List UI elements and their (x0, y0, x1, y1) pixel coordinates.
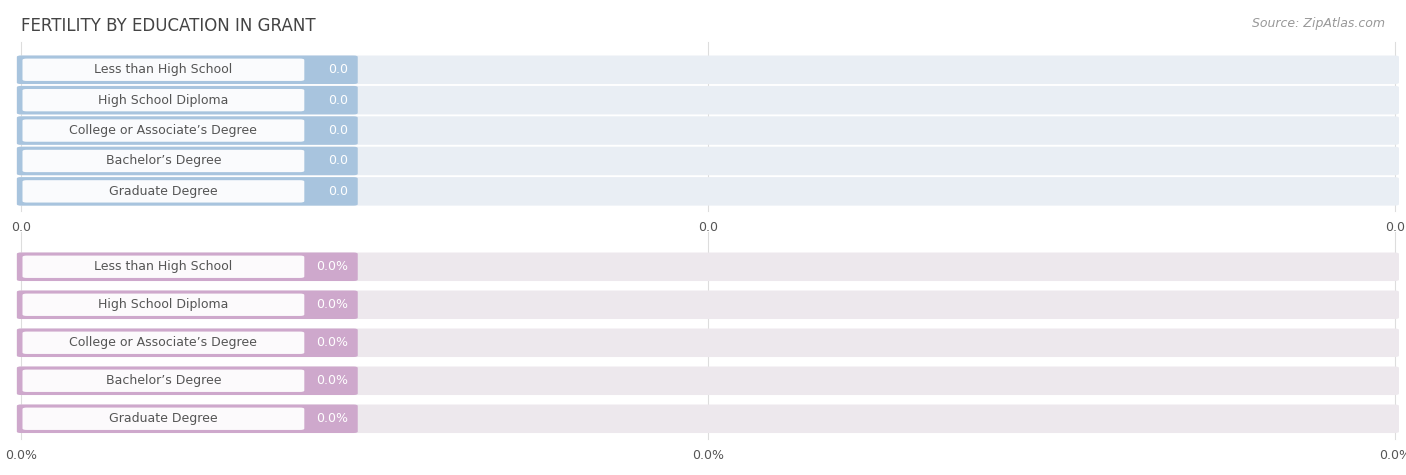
Text: 0.0: 0.0 (328, 154, 347, 168)
FancyBboxPatch shape (17, 116, 1399, 145)
Text: 0.0: 0.0 (697, 221, 718, 234)
Text: Bachelor’s Degree: Bachelor’s Degree (105, 374, 221, 387)
Text: 0.0: 0.0 (328, 124, 347, 137)
FancyBboxPatch shape (22, 370, 304, 392)
FancyBboxPatch shape (17, 86, 1399, 114)
FancyBboxPatch shape (22, 294, 304, 316)
Text: High School Diploma: High School Diploma (98, 94, 229, 107)
FancyBboxPatch shape (17, 56, 357, 84)
Text: FERTILITY BY EDUCATION IN GRANT: FERTILITY BY EDUCATION IN GRANT (21, 17, 316, 35)
FancyBboxPatch shape (22, 150, 304, 172)
Text: Less than High School: Less than High School (94, 63, 232, 76)
Text: Source: ZipAtlas.com: Source: ZipAtlas.com (1251, 17, 1385, 29)
Text: 0.0%: 0.0% (6, 449, 37, 462)
Text: Less than High School: Less than High School (94, 260, 232, 273)
Text: 0.0%: 0.0% (316, 336, 347, 349)
Text: Bachelor’s Degree: Bachelor’s Degree (105, 154, 221, 168)
FancyBboxPatch shape (22, 89, 304, 111)
FancyBboxPatch shape (22, 408, 304, 430)
Text: 0.0: 0.0 (1385, 221, 1405, 234)
FancyBboxPatch shape (22, 180, 304, 202)
Text: 0.0: 0.0 (328, 63, 347, 76)
FancyBboxPatch shape (17, 116, 357, 145)
FancyBboxPatch shape (17, 253, 1399, 281)
FancyBboxPatch shape (17, 253, 357, 281)
Text: 0.0%: 0.0% (316, 374, 347, 387)
Text: 0.0: 0.0 (328, 185, 347, 198)
Text: 0.0%: 0.0% (316, 260, 347, 273)
Text: College or Associate’s Degree: College or Associate’s Degree (69, 336, 257, 349)
FancyBboxPatch shape (22, 332, 304, 354)
FancyBboxPatch shape (22, 256, 304, 278)
Text: High School Diploma: High School Diploma (98, 298, 229, 311)
Text: 0.0%: 0.0% (692, 449, 724, 462)
FancyBboxPatch shape (17, 291, 357, 319)
FancyBboxPatch shape (22, 58, 304, 81)
Text: 0.0: 0.0 (11, 221, 31, 234)
FancyBboxPatch shape (17, 86, 357, 114)
Text: 0.0: 0.0 (328, 94, 347, 107)
FancyBboxPatch shape (22, 119, 304, 142)
Text: College or Associate’s Degree: College or Associate’s Degree (69, 124, 257, 137)
Text: 0.0%: 0.0% (316, 298, 347, 311)
FancyBboxPatch shape (17, 405, 1399, 433)
Text: Graduate Degree: Graduate Degree (110, 185, 218, 198)
Text: 0.0%: 0.0% (316, 412, 347, 425)
FancyBboxPatch shape (17, 367, 357, 395)
Text: Graduate Degree: Graduate Degree (110, 412, 218, 425)
FancyBboxPatch shape (17, 291, 1399, 319)
FancyBboxPatch shape (17, 405, 357, 433)
FancyBboxPatch shape (17, 147, 1399, 175)
FancyBboxPatch shape (17, 367, 1399, 395)
FancyBboxPatch shape (17, 329, 357, 357)
FancyBboxPatch shape (17, 177, 1399, 206)
FancyBboxPatch shape (17, 329, 1399, 357)
FancyBboxPatch shape (17, 177, 357, 206)
FancyBboxPatch shape (17, 147, 357, 175)
FancyBboxPatch shape (17, 56, 1399, 84)
Text: 0.0%: 0.0% (1379, 449, 1406, 462)
